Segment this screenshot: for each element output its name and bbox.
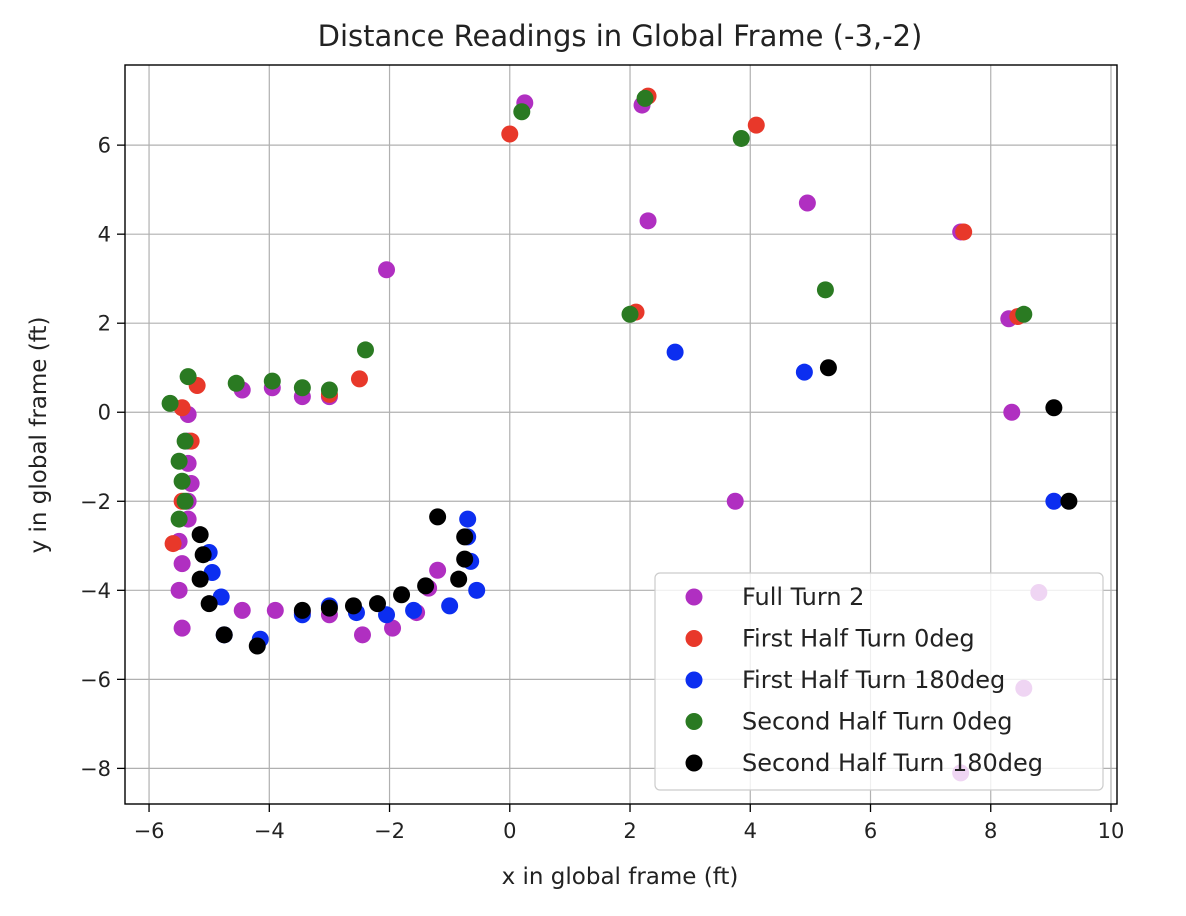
legend-marker [685,630,703,647]
data-point-series-5 [1045,399,1063,417]
data-point-series-4 [176,432,194,450]
data-point-series-2 [350,370,368,388]
data-point-series-5 [456,550,474,568]
data-point-series-1 [353,626,371,644]
data-point-series-5 [1060,492,1078,510]
legend-label: Second Half Turn 0deg [742,708,1012,736]
legend-label: Second Half Turn 180deg [742,749,1043,777]
data-point-series-4 [816,281,834,299]
x-tick-label: −2 [374,819,405,843]
data-point-series-5 [194,546,212,564]
data-point-series-2 [955,223,973,241]
y-tick-label: 4 [98,223,111,247]
data-point-series-5 [320,599,338,617]
data-point-series-4 [293,379,311,397]
legend-marker [685,754,703,772]
data-point-series-1 [173,555,191,573]
data-point-series-4 [173,472,191,490]
data-point-series-4 [176,492,194,510]
data-point-series-1 [429,561,447,579]
data-point-series-1 [233,601,251,619]
data-point-series-5 [344,597,362,615]
data-point-series-5 [369,595,387,613]
data-point-series-4 [732,129,750,147]
data-point-series-3 [1045,492,1063,510]
data-point-series-5 [393,586,411,604]
data-point-series-4 [320,381,338,399]
data-point-series-3 [468,581,486,599]
legend-marker [685,671,703,689]
legend: Full Turn 2 First Half Turn 0deg First Hal… [654,572,1104,791]
y-tick-label: 2 [98,312,111,336]
data-point-series-1 [266,601,284,619]
data-point-series-3 [795,363,813,381]
legend-label: First Half Turn 0deg [742,625,975,653]
data-point-series-5 [819,359,837,377]
legend-label: Full Turn 2 [742,583,864,611]
data-point-series-2 [164,535,182,553]
data-point-series-4 [161,394,179,412]
data-point-series-2 [747,116,765,134]
x-tick-label: 10 [1098,819,1125,843]
data-point-series-4 [621,305,639,323]
x-axis-label: x in global frame (ft) [502,864,739,890]
data-point-series-1 [1003,403,1021,421]
legend-label: First Half Turn 180deg [742,666,1005,694]
data-point-series-4 [170,452,188,470]
data-point-series-5 [215,626,233,644]
y-tick-label: −8 [80,757,111,781]
data-point-series-5 [191,570,209,588]
data-point-series-4 [227,374,245,392]
y-tick-label: 0 [98,401,111,425]
data-point-series-3 [405,601,423,619]
chart-title: Distance Readings in Global Frame (-3,-2… [318,19,923,53]
data-point-series-5 [248,637,266,655]
data-point-series-1 [798,194,816,212]
data-point-series-3 [441,597,459,615]
data-point-series-5 [200,595,218,613]
y-axis-label: y in global frame (ft) [26,317,52,554]
x-tick-label: 6 [864,819,877,843]
data-point-series-1 [384,619,402,637]
legend-marker [685,713,703,730]
data-point-series-3 [666,343,684,361]
data-point-series-2 [501,125,519,143]
x-tick-label: 8 [984,819,997,843]
data-point-series-4 [513,103,531,121]
data-point-series-5 [417,577,435,595]
axis-ticks: −6 −4 −2 0 2 4 6 8 10 −8 −6 −4 −2 0 2 4 6 [80,134,1124,843]
y-tick-label: 6 [98,134,111,158]
x-tick-label: 0 [503,819,516,843]
data-point-series-4 [636,89,654,107]
data-point-series-4 [179,368,197,386]
data-point-series-3 [459,510,477,528]
data-point-series-1 [378,261,396,279]
x-tick-label: 4 [744,819,757,843]
data-point-series-1 [726,492,744,510]
data-point-series-5 [456,528,474,546]
y-tick-label: −6 [80,668,111,692]
data-point-series-5 [293,601,311,619]
data-point-series-4 [170,510,188,528]
y-tick-label: −4 [80,579,111,603]
x-tick-label: −4 [254,819,285,843]
x-tick-label: 2 [623,819,636,843]
plot-frame [124,64,1118,805]
data-point-series-4 [356,341,374,359]
legend-box [654,572,1104,791]
data-point-series-1 [170,581,188,599]
data-point-series-1 [173,619,191,637]
data-point-series-5 [450,570,468,588]
data-point-series-5 [191,526,209,544]
data-point-series-4 [1015,305,1033,323]
legend-marker [685,588,703,606]
x-tick-label: −6 [134,819,165,843]
data-point-series-4 [263,372,281,390]
data-point-series-1 [639,212,657,230]
y-tick-label: −2 [80,490,111,514]
data-point-series-5 [429,508,447,526]
